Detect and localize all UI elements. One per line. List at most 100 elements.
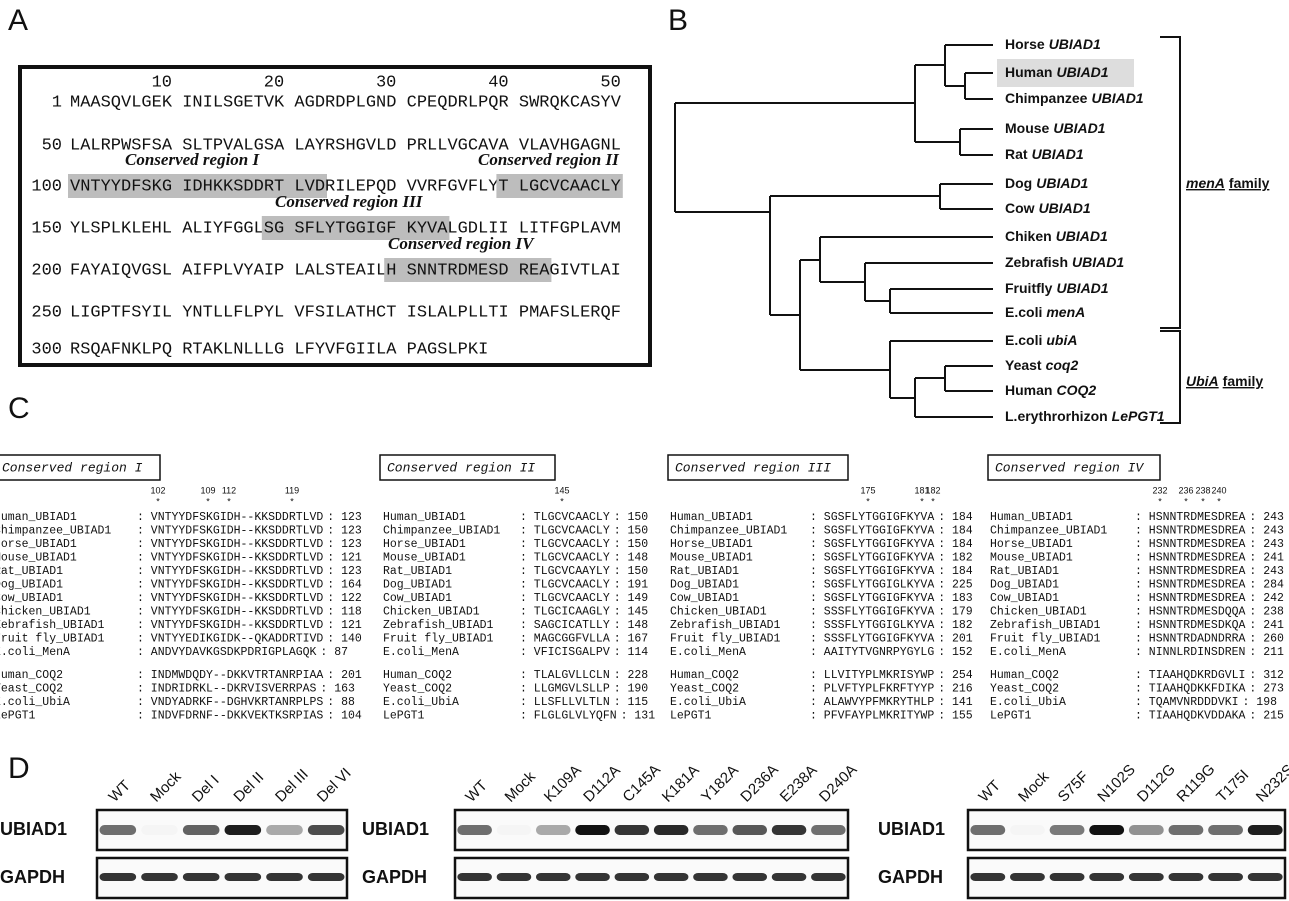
leaf-label: ChikenUBIAD1 bbox=[1005, 228, 1108, 244]
species-name: Chicken_UBIAD1 bbox=[990, 606, 1087, 619]
residue-end: : 228 bbox=[614, 669, 649, 682]
species: Dog bbox=[1005, 175, 1032, 191]
page: A10203040501MAASQVLGEK INILSGETVK AGDRDP… bbox=[0, 0, 1289, 901]
species: E.coli bbox=[1005, 332, 1042, 348]
aligned-sequence: : TIAAHQDKVDDAKA bbox=[1135, 710, 1246, 723]
family-label: menAfamily bbox=[1186, 175, 1270, 191]
gene: UBIAD1 bbox=[1056, 280, 1108, 296]
band bbox=[1169, 825, 1204, 835]
species-name: Human_COQ2 bbox=[990, 669, 1059, 682]
band bbox=[457, 873, 492, 881]
residue-end: : 114 bbox=[614, 646, 649, 659]
residue-end: : 225 bbox=[938, 579, 973, 592]
species: Cow bbox=[1005, 200, 1035, 216]
lane-label: D236A bbox=[737, 761, 781, 805]
panel-label: A bbox=[8, 4, 28, 37]
band bbox=[266, 825, 303, 835]
residue-end: : 123 bbox=[327, 538, 362, 551]
gene: UBIAD1 bbox=[1072, 254, 1124, 270]
band bbox=[183, 873, 220, 881]
band bbox=[100, 825, 137, 835]
residue-end: : 201 bbox=[327, 669, 362, 682]
residue-end: : 115 bbox=[614, 696, 649, 709]
species: Chiken bbox=[1005, 228, 1052, 244]
residue-end: : 184 bbox=[938, 538, 973, 551]
position-star: * bbox=[156, 496, 160, 506]
residue-end: : 242 bbox=[1249, 592, 1284, 605]
residue-end: : 123 bbox=[327, 525, 362, 538]
species-name: Yeast_COQ2 bbox=[383, 683, 452, 696]
panel-label: B bbox=[668, 4, 688, 37]
gene: ubiA bbox=[1046, 332, 1077, 348]
species-name: Human_COQ2 bbox=[670, 669, 739, 682]
residue-end: : 215 bbox=[1249, 710, 1284, 723]
aligned-sequence: : HSNNTRDMESDREA bbox=[1135, 538, 1246, 551]
species-name: Chimpanzee_UBIAD1 bbox=[670, 525, 787, 538]
species-name: Human_UBIAD1 bbox=[670, 511, 753, 524]
region-label: Conserved region I bbox=[125, 150, 261, 169]
residue-end: : 150 bbox=[614, 565, 649, 578]
lane-label: Del II bbox=[230, 769, 267, 806]
residue-end: : 184 bbox=[938, 511, 973, 524]
aligned-sequence: : SGSFLYTGGIGFKYVA bbox=[810, 525, 934, 538]
species-name: Rat_UBIAD1 bbox=[383, 565, 452, 578]
species: Zebrafish bbox=[1005, 254, 1068, 270]
aligned-sequence: : VFICISGALPV bbox=[520, 646, 610, 659]
band bbox=[654, 873, 689, 881]
species-name: LePGT1 bbox=[383, 710, 425, 723]
gene: LePGT1 bbox=[1112, 408, 1165, 424]
region-title: Conserved region I bbox=[2, 460, 143, 475]
residue-end: : 141 bbox=[938, 696, 973, 709]
aligned-sequence: : TIAAHQDKKFDIKA bbox=[1135, 683, 1246, 696]
position-star: * bbox=[866, 496, 870, 506]
residue-end: : 88 bbox=[327, 696, 355, 709]
species-name: E.coli_MenA bbox=[990, 646, 1066, 659]
band bbox=[615, 873, 650, 881]
residue-end: : 148 bbox=[614, 619, 649, 632]
aligned-sequence: : VNTYYDFSKGIDH--KKSDDRTLVD bbox=[137, 619, 323, 632]
species-name: Mouse_UBIAD1 bbox=[383, 552, 466, 565]
residue-end: : 273 bbox=[1249, 683, 1284, 696]
species-name: Horse_UBIAD1 bbox=[670, 538, 753, 551]
aligned-sequence: : SAGCICATLLY bbox=[520, 619, 610, 632]
residue-end: : 118 bbox=[327, 606, 362, 619]
residue-end: : 167 bbox=[614, 633, 649, 646]
band bbox=[811, 825, 846, 835]
leaf-label: ZebrafishUBIAD1 bbox=[1005, 254, 1124, 270]
species-name: LePGT1 bbox=[990, 710, 1032, 723]
species: L.erythrorhizon bbox=[1005, 408, 1108, 424]
position-number: 112 bbox=[222, 485, 236, 495]
aligned-sequence: : TQAMVNRDDDVKI bbox=[1135, 696, 1239, 709]
position-number: 238 bbox=[1195, 485, 1210, 495]
gene: menA bbox=[1046, 304, 1085, 320]
residue-end: : 243 bbox=[1249, 511, 1284, 524]
species-name: Mouse_UBIAD1 bbox=[990, 552, 1073, 565]
species: Chimpanzee bbox=[1005, 90, 1088, 106]
aligned-sequence: : SGSFLYTGGIGLKYVA bbox=[810, 579, 934, 592]
residue-end: : 87 bbox=[320, 646, 348, 659]
species-name: Fruit fly_UBIAD1 bbox=[990, 633, 1101, 646]
aligned-sequence: : VNTYYDFSKGIDH--KKSDDRTLVD bbox=[137, 511, 323, 524]
aligned-sequence: : SGSFLYTGGIGFKYVA bbox=[810, 538, 934, 551]
band bbox=[266, 873, 303, 881]
band bbox=[575, 873, 610, 881]
band bbox=[100, 873, 137, 881]
species: Human bbox=[1005, 382, 1052, 398]
lane-label: S75F bbox=[1055, 768, 1092, 805]
aligned-sequence: : SGSFLYTGGIGFKYVA bbox=[810, 552, 934, 565]
band bbox=[1050, 873, 1085, 881]
tree-branches bbox=[675, 45, 993, 417]
band bbox=[1248, 873, 1283, 881]
species-name: Zebrafish_UBIAD1 bbox=[990, 619, 1101, 632]
residue-end: : 123 bbox=[327, 565, 362, 578]
residue-end: : 150 bbox=[614, 511, 649, 524]
aligned-sequence: : HSNNTRDMESDREA bbox=[1135, 552, 1246, 565]
aligned-sequence: : VNTYYDFSKGIDH--KKSDDRTLVD bbox=[137, 565, 323, 578]
lane-label: Mock bbox=[1015, 768, 1053, 806]
band bbox=[732, 873, 767, 881]
residue-end: : 179 bbox=[938, 606, 973, 619]
aligned-sequence: : TLGCVCAACLY bbox=[520, 538, 610, 551]
aligned-sequence: : SSSFLYTGGIGFKYVA bbox=[810, 606, 934, 619]
